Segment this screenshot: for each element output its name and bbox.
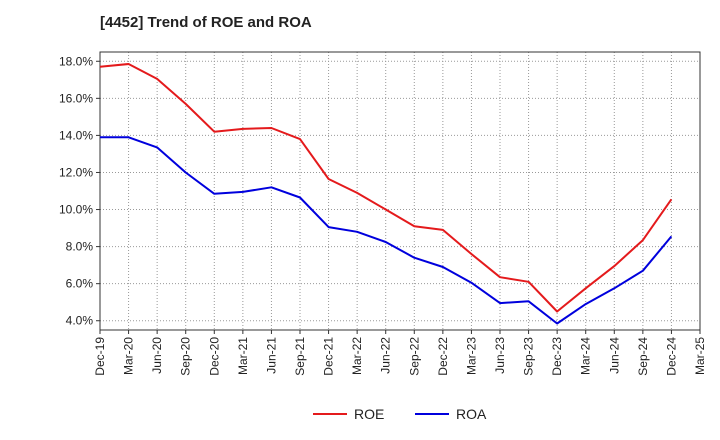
x-tick-label: Jun-22 (379, 337, 393, 374)
x-tick-label: Mar-24 (579, 337, 593, 375)
y-tick-label: 10.0% (59, 203, 93, 217)
series-line-roe (99, 63, 673, 313)
y-tick-label: 18.0% (59, 54, 93, 68)
x-tick-label: Sep-22 (407, 337, 421, 376)
y-tick-label: 16.0% (59, 91, 93, 105)
legend: ROE ROA (313, 406, 487, 422)
x-tick-label: Jun-21 (264, 337, 278, 374)
x-tick-label: Dec-19 (93, 337, 107, 376)
x-tick-label: Sep-23 (522, 337, 536, 376)
y-tick-label: 8.0% (66, 240, 94, 254)
legend-label-roa: ROA (456, 406, 487, 422)
x-tick-label: Sep-20 (179, 337, 193, 376)
chart-title: [4452] Trend of ROE and ROA (100, 14, 312, 31)
y-tick-label: 14.0% (59, 128, 93, 142)
x-tick-label: Sep-21 (293, 337, 307, 376)
x-tick-label: Mar-23 (464, 337, 478, 375)
series-line-roa (100, 136, 673, 325)
x-tick-label: Jun-23 (493, 337, 507, 374)
x-tick-label: Mar-20 (122, 337, 136, 375)
x-tick-label: Mar-22 (350, 337, 364, 375)
legend-label-roe: ROE (354, 406, 384, 422)
x-tick-label: Jun-20 (150, 337, 164, 374)
x-tick-label: Mar-21 (236, 337, 250, 375)
y-tick-label: 4.0% (66, 314, 94, 328)
y-tick-label: 12.0% (59, 165, 93, 179)
plot-area-border (99, 51, 701, 331)
x-tick-label: Dec-20 (207, 337, 221, 376)
y-tick-label: 6.0% (66, 277, 94, 291)
x-tick-label: Dec-22 (436, 337, 450, 376)
x-tick-label: Mar-25 (693, 337, 707, 375)
x-tick-label: Dec-24 (664, 337, 678, 376)
series-lines (99, 63, 673, 325)
grid (100, 52, 700, 330)
x-tick-label: Dec-23 (550, 337, 564, 376)
x-tick-label: Jun-24 (607, 337, 621, 374)
y-axis: 4.0% 6.0% 8.0% 10.0% 12.0% 14.0% 16.0% 18.0% (59, 54, 100, 328)
x-tick-label: Sep-24 (636, 337, 650, 376)
x-axis: Dec-19 Mar-20 Jun-20 Sep-20 Dec-20 Mar-21 Jun-… (93, 330, 707, 376)
x-tick-label: Dec-21 (322, 337, 336, 376)
